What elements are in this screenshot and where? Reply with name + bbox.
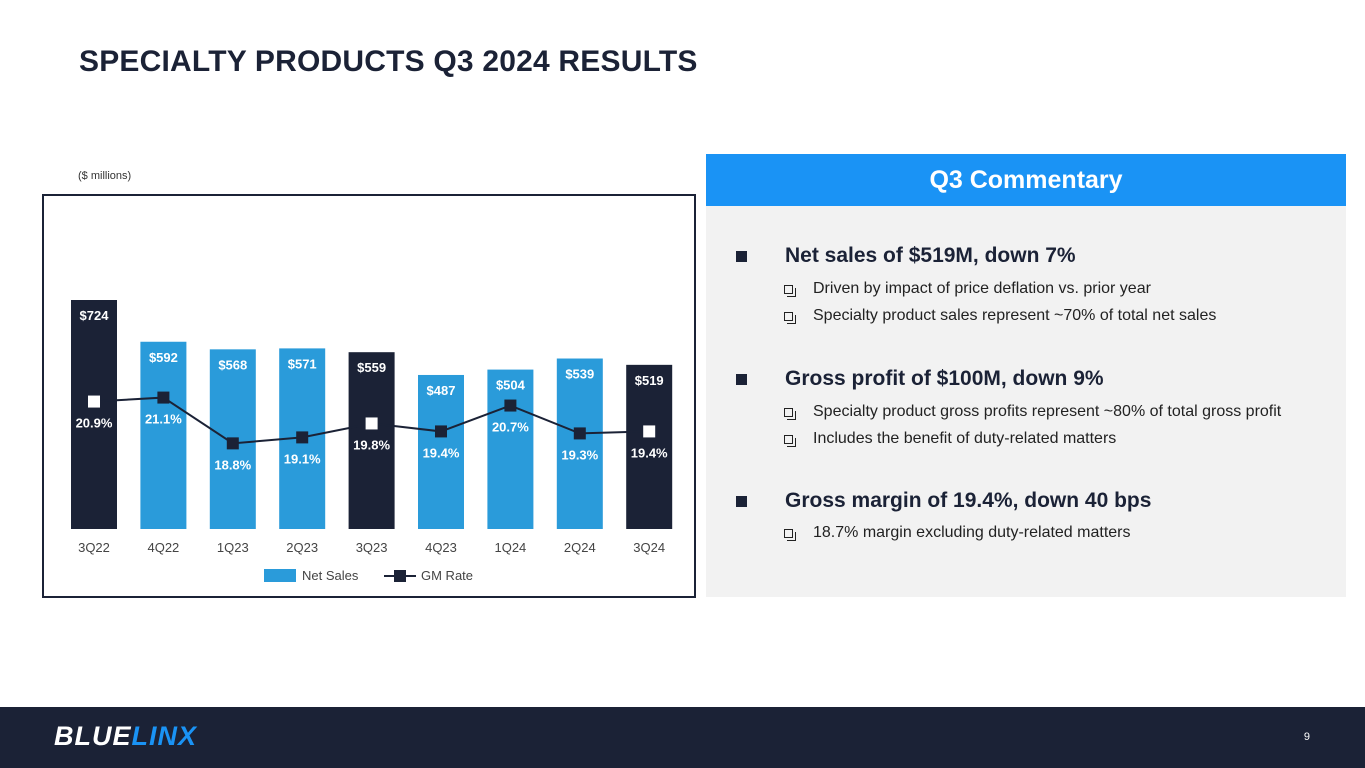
commentary-item: Driven by impact of price deflation vs. … [784, 280, 1151, 298]
gm-rate-marker [573, 427, 586, 440]
commentary-item: Specialty product gross profits represen… [784, 403, 1281, 421]
bar-3q22 [71, 300, 117, 529]
bar-value-label: $487 [427, 383, 456, 398]
commentary-header: Q3 Commentary [706, 154, 1346, 206]
bar-3q23 [348, 352, 395, 529]
legend-net-sales-swatch [264, 569, 296, 582]
gm-rate-label: 19.3% [561, 447, 598, 462]
checkbox-bullet-icon [784, 407, 796, 420]
x-tick-label: 3Q23 [356, 540, 388, 555]
checkbox-bullet-icon [784, 434, 796, 447]
x-tick-label: 3Q24 [633, 540, 665, 555]
gm-rate-marker [226, 437, 239, 450]
bar-value-label: $539 [565, 367, 594, 382]
square-bullet-icon [736, 495, 747, 507]
logo-blue: BLUE [54, 721, 132, 751]
gm-rate-label: 19.8% [353, 437, 390, 452]
bar-1q24 [487, 369, 534, 529]
heading-text: Gross margin of 19.4%, down 40 bps [785, 489, 1152, 512]
gm-rate-marker [365, 417, 378, 430]
footer-bar: BLUELINX 9 [0, 707, 1365, 768]
gm-rate-marker [296, 431, 309, 444]
gm-rate-marker [504, 399, 517, 412]
bar-value-label: $724 [80, 308, 110, 323]
item-text: Specialty product sales represent ~70% o… [813, 307, 1217, 324]
page-number: 9 [1303, 731, 1310, 743]
item-text: 18.7% margin excluding duty-related matt… [813, 524, 1131, 541]
bar-4q22 [140, 341, 187, 529]
bar-value-label: $568 [218, 357, 247, 372]
x-tick-label: 4Q23 [425, 540, 457, 555]
heading-text: Net sales of $519M, down 7% [785, 244, 1076, 267]
gm-rate-label: 19.1% [284, 451, 321, 466]
commentary-heading-gross-margin: Gross margin of 19.4%, down 40 bps [736, 489, 1151, 513]
item-text: Driven by impact of price deflation vs. … [813, 280, 1151, 297]
sales-gm-chart: $724 3Q22 $592 4Q22 $568 1Q23 $571 2Q23 $559 3Q23… [71, 300, 673, 583]
x-tick-label: 1Q23 [217, 540, 249, 555]
gm-rate-marker [157, 391, 170, 404]
x-tick-label: 2Q23 [286, 540, 318, 555]
x-tick-label: 1Q24 [494, 540, 526, 555]
gm-rate-label: 19.4% [423, 445, 460, 460]
bar-value-label: $592 [149, 350, 178, 365]
gm-rate-label: 20.9% [76, 416, 113, 431]
gm-rate-marker [643, 425, 656, 438]
units-note: ($ millions) [78, 170, 132, 182]
bar-value-label: $559 [357, 360, 386, 375]
square-bullet-icon [736, 373, 747, 385]
gm-rate-label: 19.4% [631, 445, 668, 460]
bar-2q24 [556, 358, 603, 529]
gm-rate-marker [88, 395, 100, 408]
bar-value-label: $519 [635, 373, 664, 388]
bar-value-label: $571 [288, 356, 317, 371]
x-tick-label: 3Q22 [78, 540, 110, 555]
commentary-item: Includes the benefit of duty-related mat… [784, 430, 1116, 448]
gm-rate-label: 21.1% [145, 412, 182, 427]
checkbox-bullet-icon [784, 528, 796, 541]
square-bullet-icon [736, 250, 747, 262]
commentary-panel: Q3 Commentary Net sales of $519M, down 7… [706, 154, 1346, 597]
chart-container: $724 3Q22 $592 4Q22 $568 1Q23 $571 2Q23 $559 3Q23… [42, 194, 696, 598]
commentary-item: Specialty product sales represent ~70% o… [784, 307, 1216, 325]
commentary-item: 18.7% margin excluding duty-related matt… [784, 524, 1131, 542]
gm-rate-marker [435, 425, 447, 438]
gm-rate-label: 18.8% [214, 457, 251, 472]
gm-rate-label: 20.7% [492, 420, 529, 435]
legend-gm-rate-label: GM Rate [421, 568, 473, 583]
item-text: Specialty product gross profits represen… [813, 403, 1282, 420]
bar-3q24 [626, 364, 673, 529]
bluelinx-logo: BLUELINX [54, 721, 197, 752]
commentary-heading-net-sales: Net sales of $519M, down 7% [736, 244, 1076, 268]
page-title: SPECIALTY PRODUCTS Q3 2024 RESULTS [79, 45, 698, 78]
legend-net-sales-label: Net Sales [302, 568, 359, 583]
heading-text: Gross profit of $100M, down 9% [785, 367, 1104, 390]
commentary-heading-gross-profit: Gross profit of $100M, down 9% [736, 367, 1104, 391]
checkbox-bullet-icon [784, 311, 796, 324]
x-tick-label: 2Q24 [564, 540, 596, 555]
bar-4q23 [418, 374, 464, 529]
bar-value-label: $504 [496, 378, 526, 393]
checkbox-bullet-icon [784, 284, 796, 297]
legend-gm-rate-marker [394, 570, 406, 582]
item-text: Includes the benefit of duty-related mat… [813, 430, 1117, 447]
logo-linx: LINX [131, 721, 198, 751]
x-tick-label: 4Q22 [147, 540, 179, 555]
